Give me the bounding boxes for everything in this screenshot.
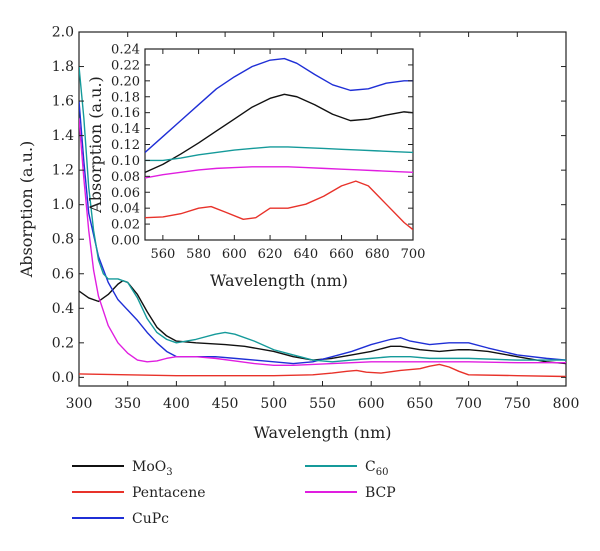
main-x-tick-label: 500: [260, 396, 287, 412]
main-x-tick-label: 700: [455, 396, 482, 412]
main-y-tick-label: 0.8: [52, 232, 74, 248]
legend-label-subscript: 3: [166, 467, 172, 478]
main-x-tick-label: 400: [163, 396, 190, 412]
main-y-tick-label: 1.8: [52, 59, 74, 75]
inset-series-line-c60: [145, 146, 413, 162]
legend-label-base: BCP: [365, 485, 396, 501]
main-y-tick-label: 1.0: [52, 197, 74, 213]
inset-y-tick-label: 0.24: [111, 43, 140, 58]
main-series-line-pentacene: [79, 363, 566, 378]
inset-y-tick-label: 0.10: [111, 154, 140, 169]
main-x-tick-label: 750: [504, 396, 531, 412]
inset-x-tick-label: 680: [365, 247, 390, 262]
main-x-tick-label: 300: [66, 396, 93, 412]
inset-y-tick-label: 0.00: [111, 234, 140, 249]
legend-label-base: C: [365, 459, 376, 475]
inset-y-tick-label: 0.18: [111, 90, 140, 105]
main-y-tick-label: 0.2: [52, 335, 74, 351]
inset-y-tick-label: 0.02: [111, 218, 140, 233]
main-y-tick-label: 0.4: [52, 301, 74, 317]
inset-series-line-bcp: [145, 166, 413, 179]
main-y-tick-label: 1.2: [52, 163, 74, 179]
legend-label-base: Pentacene: [132, 485, 206, 501]
legend-label: CuPc: [132, 511, 169, 527]
inset-x-tick-label: 560: [150, 247, 175, 262]
inset-series-line-moo3: [145, 93, 413, 173]
main-x-tick-label: 800: [553, 396, 580, 412]
legend-label: Pentacene: [132, 485, 206, 501]
main-series-line-bcp: [79, 118, 566, 366]
inset-series-line-cupc: [145, 57, 413, 153]
legend-label-base: CuPc: [132, 511, 169, 527]
inset-x-tick-label: 620: [258, 247, 283, 262]
main-x-tick-label: 450: [212, 396, 239, 412]
inset-series-line-pentacene: [145, 180, 413, 231]
inset-y-tick-label: 0.16: [111, 106, 140, 121]
legend-label-subscript: 60: [376, 467, 389, 478]
inset-y-tick-label: 0.20: [111, 74, 140, 89]
inset-x-tick-label: 660: [329, 247, 354, 262]
inset-y-axis-label: Absorption (a.u.): [86, 76, 105, 214]
main-y-axis-label: Absorption (a.u.): [17, 141, 36, 279]
inset-y-tick-label: 0.04: [111, 202, 140, 217]
inset-series-group: [145, 57, 413, 231]
main-x-tick-label: 550: [309, 396, 336, 412]
main-x-tick-label: 350: [114, 396, 141, 412]
main-series-group: [79, 66, 566, 378]
inset-y-tick-label: 0.06: [111, 186, 140, 201]
main-y-tick-label: 1.4: [52, 128, 74, 144]
legend-label-base: MoO: [132, 459, 166, 475]
main-series-line-c60: [79, 66, 566, 363]
inset-plot: 560 580 600 620 640 660 680 700 0.000.020.040.06…: [86, 43, 425, 291]
main-y-tick-label: 0.0: [52, 370, 74, 386]
inset-x-tick-label: 600: [222, 247, 247, 262]
inset-y-tick-label: 0.12: [111, 138, 140, 153]
inset-x-tick-label: 640: [293, 247, 318, 262]
main-x-axis-label: Wavelength (nm): [253, 423, 391, 442]
inset-x-tick-label: 580: [186, 247, 211, 262]
inset-y-tick-label: 0.08: [111, 170, 140, 185]
legend-label: MoO3: [132, 459, 173, 478]
legend-label: C60: [365, 459, 388, 478]
main-x-tick-label: 600: [358, 396, 385, 412]
main-y-tick-label: 2.0: [52, 25, 74, 41]
main-y-tick-label: 0.6: [52, 266, 74, 282]
inset-y-tick-label: 0.14: [111, 122, 140, 137]
legend: MoO3 Pentacene CuPc C60 BCP: [72, 459, 396, 527]
inset-plot-frame: [144, 48, 414, 241]
inset-x-tick-label: 700: [401, 247, 426, 262]
main-series-line-cupc: [79, 101, 566, 365]
inset-x-axis-label: Wavelength (nm): [210, 271, 348, 290]
inset-y-tick-label: 0.22: [111, 58, 140, 73]
legend-label: BCP: [365, 485, 396, 501]
main-y-tick-label: 1.6: [52, 94, 74, 110]
main-x-tick-label: 650: [407, 396, 434, 412]
